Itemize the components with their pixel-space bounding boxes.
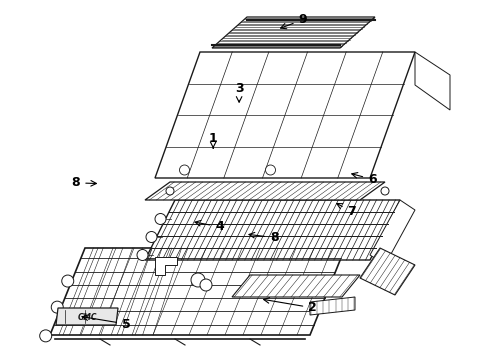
Text: 7: 7 xyxy=(337,203,356,218)
Text: GMC: GMC xyxy=(77,312,97,321)
Text: 4: 4 xyxy=(195,220,224,233)
Polygon shape xyxy=(50,248,345,335)
Circle shape xyxy=(179,165,190,175)
Text: 5: 5 xyxy=(82,315,131,330)
Text: 1: 1 xyxy=(209,132,218,148)
Circle shape xyxy=(381,187,389,195)
Polygon shape xyxy=(212,17,375,48)
Polygon shape xyxy=(155,52,415,178)
Text: 6: 6 xyxy=(352,172,377,186)
Polygon shape xyxy=(360,248,415,295)
Text: 8: 8 xyxy=(72,176,97,189)
Polygon shape xyxy=(145,182,385,200)
Circle shape xyxy=(155,213,166,225)
Polygon shape xyxy=(145,200,400,260)
Polygon shape xyxy=(415,52,450,110)
Polygon shape xyxy=(56,308,118,325)
Circle shape xyxy=(166,187,174,195)
Text: 3: 3 xyxy=(235,82,244,102)
Text: 9: 9 xyxy=(281,13,307,29)
Circle shape xyxy=(266,165,275,175)
Circle shape xyxy=(200,279,212,291)
Circle shape xyxy=(146,231,157,243)
Polygon shape xyxy=(232,275,360,297)
Circle shape xyxy=(191,273,205,287)
Circle shape xyxy=(40,330,52,342)
Text: 2: 2 xyxy=(264,298,317,314)
Circle shape xyxy=(51,301,63,313)
Polygon shape xyxy=(310,297,355,315)
Circle shape xyxy=(62,275,74,287)
Polygon shape xyxy=(155,257,177,275)
Polygon shape xyxy=(370,200,415,265)
Circle shape xyxy=(137,249,148,261)
Text: 8: 8 xyxy=(249,231,279,244)
